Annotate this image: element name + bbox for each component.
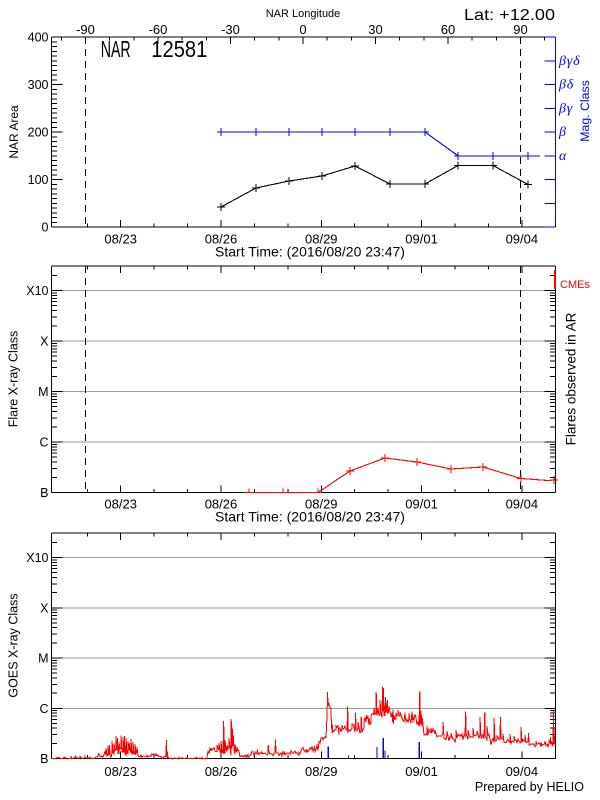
svg-text:12581: 12581	[151, 36, 207, 62]
svg-text:C: C	[39, 702, 48, 716]
svg-text:08/26: 08/26	[205, 764, 238, 779]
svg-text:βγδ: βγδ	[558, 54, 580, 69]
svg-text:X: X	[40, 601, 49, 615]
svg-text:X10: X10	[26, 284, 48, 298]
svg-text:08/29: 08/29	[305, 497, 338, 512]
svg-text:C: C	[39, 436, 48, 450]
svg-text:-30: -30	[221, 22, 240, 37]
svg-text:08/26: 08/26	[205, 497, 238, 512]
svg-text:0: 0	[299, 22, 306, 37]
svg-text:30: 30	[368, 22, 382, 37]
svg-text:09/04: 09/04	[506, 232, 539, 247]
svg-text:M: M	[38, 385, 48, 399]
svg-text:Prepared by HELIO: Prepared by HELIO	[475, 780, 584, 794]
svg-text:B: B	[40, 486, 48, 500]
svg-text:-60: -60	[149, 22, 168, 37]
svg-text:NAR Longitude: NAR Longitude	[266, 8, 341, 20]
svg-text:0: 0	[42, 221, 49, 235]
svg-text:Start Time: (2016/08/20 23:47): Start Time: (2016/08/20 23:47)	[215, 244, 405, 260]
svg-text:08/23: 08/23	[104, 497, 137, 512]
svg-text:M: M	[38, 652, 48, 666]
svg-text:09/01: 09/01	[405, 764, 438, 779]
svg-text:NAR Area: NAR Area	[7, 105, 21, 159]
svg-text:08/29: 08/29	[305, 232, 338, 247]
svg-text:08/26: 08/26	[205, 232, 238, 247]
svg-text:Start Time: (2016/08/20 23:47): Start Time: (2016/08/20 23:47)	[215, 509, 405, 525]
svg-text:β: β	[558, 125, 567, 140]
svg-text:08/29: 08/29	[305, 764, 338, 779]
svg-text:-90: -90	[76, 22, 95, 37]
svg-text:100: 100	[28, 173, 49, 187]
svg-text:09/04: 09/04	[506, 764, 539, 779]
svg-text:B: B	[40, 752, 48, 766]
svg-text:CMEs: CMEs	[560, 279, 590, 291]
svg-text:X10: X10	[26, 551, 48, 565]
svg-text:Flares observed in AR: Flares observed in AR	[564, 312, 579, 445]
svg-text:Mag. Class: Mag. Class	[578, 80, 592, 142]
svg-text:α: α	[559, 149, 567, 164]
svg-text:Lat: +12.00: Lat: +12.00	[464, 7, 555, 24]
svg-text:200: 200	[28, 126, 49, 140]
svg-text:09/01: 09/01	[405, 232, 438, 247]
svg-text:βδ: βδ	[558, 78, 574, 93]
svg-text:GOES X-ray Class: GOES X-ray Class	[7, 593, 21, 697]
svg-text:09/04: 09/04	[506, 497, 539, 512]
svg-text:60: 60	[441, 22, 455, 37]
svg-text:βγ: βγ	[558, 101, 573, 116]
svg-text:NAR: NAR	[101, 36, 131, 62]
svg-text:08/23: 08/23	[104, 764, 137, 779]
svg-text:09/01: 09/01	[405, 497, 438, 512]
svg-text:90: 90	[513, 22, 527, 37]
svg-text:400: 400	[28, 31, 49, 45]
svg-text:Flare X-ray Class: Flare X-ray Class	[7, 331, 21, 428]
svg-text:08/23: 08/23	[104, 232, 137, 247]
svg-text:X: X	[40, 335, 49, 349]
svg-text:300: 300	[28, 78, 49, 92]
